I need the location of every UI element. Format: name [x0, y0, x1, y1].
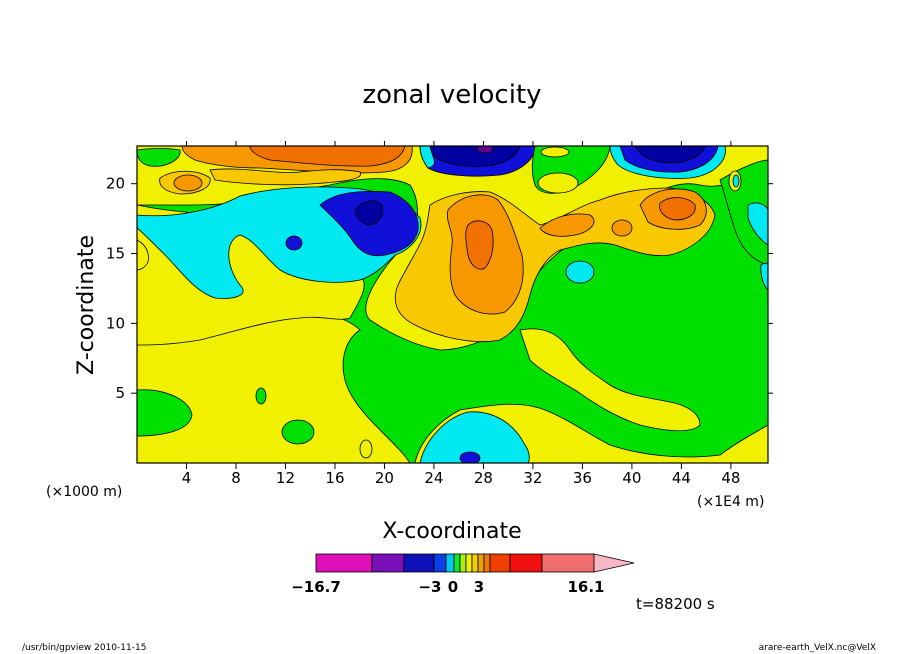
contour-region-negative-small	[285, 235, 303, 251]
colorbar	[315, 553, 635, 573]
time-annotation: t=88200 s	[636, 595, 715, 613]
x-tick-label: 4	[182, 469, 192, 487]
y-axis: 5 10 15 20	[106, 175, 773, 402]
contour-region-positive-right-low	[519, 328, 701, 432]
contour-region-strong-negative-top-center	[429, 146, 521, 167]
colorbar-mid-label: 3	[474, 578, 484, 596]
y-tick-label: 15	[106, 245, 125, 263]
contour-region-moderate-positive-blob	[611, 219, 633, 237]
colorbar-segment	[403, 553, 435, 573]
colorbar-segment	[445, 553, 455, 573]
contour-region-positive-pocket	[537, 172, 579, 194]
contour-field	[137, 146, 768, 463]
colorbar-segment	[509, 553, 543, 573]
contour-region-weak-negative-pocket	[732, 174, 740, 188]
y-tick-label: 20	[106, 175, 125, 193]
x-tick-label: 28	[474, 469, 493, 487]
x-tick-label: 40	[622, 469, 641, 487]
contour-region-strong-positive-plume	[465, 220, 494, 270]
x-tick-label: 32	[523, 469, 542, 487]
contour-region-near-zero-pocket	[281, 419, 315, 445]
plot-frame	[136, 145, 769, 464]
contour-region-positive-top-band	[209, 168, 361, 186]
colorbar-segment	[433, 553, 447, 573]
y-tick-label: 5	[115, 384, 125, 402]
x-unit-right: (×1E4 m)	[697, 494, 764, 510]
colorbar-extend-arrow	[593, 553, 635, 573]
contour-region-strong-positive-top	[249, 146, 406, 167]
contour-region-near-zero-pocket	[137, 389, 193, 437]
colorbar-segment	[453, 553, 461, 573]
colorbar-mid-labels: −3 0 3	[418, 578, 484, 596]
colorbar-segment	[477, 553, 485, 573]
contour-region-weak-negative-right-edge	[747, 202, 768, 246]
colorbar-segment	[459, 553, 467, 573]
colorbar-segment	[315, 553, 373, 573]
contour-region-near-zero-pocket	[255, 387, 267, 405]
contour-region-moderate-positive-blob	[173, 174, 203, 192]
contour-region-strong-positive-right	[659, 197, 696, 221]
x-tick-label: 16	[325, 469, 344, 487]
colorbar-segment	[541, 553, 595, 573]
contour-region-extreme-negative-core	[476, 146, 494, 154]
contour-region-positive-pocket	[359, 439, 373, 459]
contour-region-weak-negative-bottom-core	[459, 451, 481, 463]
chart-title: zonal velocity	[362, 80, 541, 110]
x-tick-label: 8	[231, 469, 241, 487]
footer-left: /usr/bin/gpview 2010-11-15	[22, 643, 146, 653]
contour-region-weak-negative-bottom	[419, 411, 530, 463]
contour-region-strong-negative-top-right	[634, 146, 706, 164]
colorbar-min-label: −16.7	[291, 578, 341, 596]
contour-region-weak-negative-right-edge	[760, 262, 768, 291]
colorbar-mid-label: 0	[448, 578, 458, 596]
colorbar-segment	[371, 553, 405, 573]
contour-region-moderate-positive-band	[539, 213, 595, 237]
x-tick-label: 20	[375, 469, 394, 487]
x-unit-left: (×1000 m)	[46, 484, 122, 500]
x-axis-label: X-coordinate	[382, 519, 521, 544]
y-axis-label: Z-coordinate	[74, 235, 99, 375]
contour-region-positive-pocket	[540, 146, 570, 158]
colorbar-segment	[465, 553, 473, 573]
colorbar-segment	[483, 553, 491, 573]
contour-region-weak-negative-top-center	[419, 146, 435, 169]
colorbar-segment	[471, 553, 479, 573]
colorbar-segment	[489, 553, 511, 573]
contour-region-positive-left-edge	[137, 239, 149, 271]
colorbar-max-label: 16.1	[567, 578, 604, 596]
x-axis: 4 8 12 16 20 24 28 32 36 40 44 48	[182, 141, 740, 487]
x-tick-label: 12	[276, 469, 295, 487]
y-tick-label: 10	[106, 314, 125, 332]
contour-region-weak-negative-pocket	[565, 260, 595, 284]
colorbar-mid-label: −3	[418, 578, 441, 596]
x-tick-label: 36	[573, 469, 592, 487]
footer-right: arare-earth_VelX.nc@VelX	[759, 643, 876, 653]
x-tick-label: 48	[721, 469, 740, 487]
contour-region-strong-negative-left-core	[354, 200, 384, 226]
contour-region-near-zero-left	[137, 148, 181, 167]
x-tick-label: 24	[424, 469, 443, 487]
x-tick-label: 44	[672, 469, 691, 487]
